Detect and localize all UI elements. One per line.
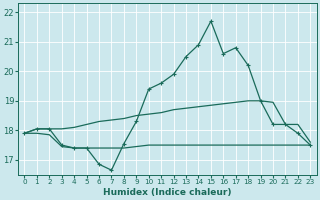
X-axis label: Humidex (Indice chaleur): Humidex (Indice chaleur) [103,188,232,197]
